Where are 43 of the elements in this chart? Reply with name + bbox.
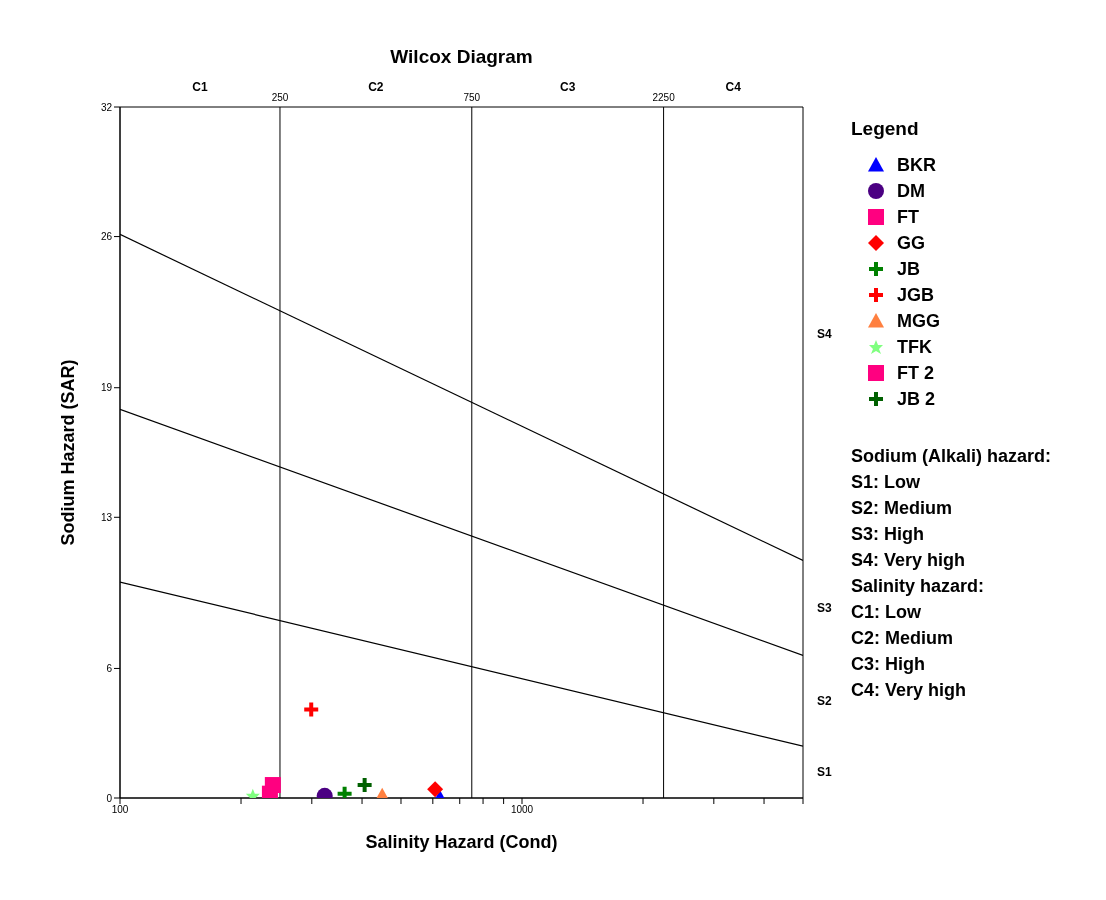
text: C1 — [192, 80, 208, 94]
legend-label: BKR — [897, 154, 936, 176]
y-tick-label: 26 — [100, 231, 113, 243]
legend-label: FT 2 — [897, 362, 935, 384]
text: Sodium (Alkali) hazard: — [851, 446, 1052, 468]
text: S2 — [817, 694, 832, 709]
chart-title: Wilcox Diagram — [389, 46, 534, 68]
text: S1: Low — [851, 472, 921, 494]
text: C2: Medium — [851, 628, 954, 650]
x-tick-label: 1000 — [510, 804, 534, 816]
legend-label: TFK — [897, 336, 932, 358]
text: C4: Very high — [851, 680, 968, 702]
ref-line-label: 2250 — [652, 92, 676, 103]
text: S2: Medium — [851, 498, 953, 520]
y-tick-label: 19 — [100, 382, 113, 394]
legend-label: MGG — [897, 310, 940, 332]
x-axis-title: Salinity Hazard (Cond) — [365, 832, 558, 852]
legend-title: Legend — [851, 118, 920, 140]
y-tick-label: 0 — [106, 792, 113, 804]
text: C3 — [560, 80, 576, 94]
ref-line-label: 250 — [271, 92, 289, 103]
y-axis-title: Sodium Hazard (SAR) — [58, 359, 79, 546]
ref-line-label: 750 — [463, 92, 481, 103]
text: S3: High — [851, 524, 925, 546]
legend-label: DM — [897, 180, 925, 202]
legend-label: JB — [897, 258, 921, 280]
legend-label: JB 2 — [897, 388, 936, 410]
text: C1: Low — [851, 602, 922, 624]
text: S4 — [817, 326, 832, 341]
legend-label: GG — [897, 232, 926, 254]
legend-label: FT — [897, 206, 919, 228]
y-tick-label: 32 — [100, 101, 113, 113]
text: S1 — [817, 765, 832, 780]
y-tick-label: 13 — [100, 511, 113, 523]
x-tick-label: 100 — [111, 804, 129, 816]
text: S3 — [817, 601, 832, 616]
text: C3: High — [851, 654, 926, 676]
legend-label: JGB — [897, 284, 935, 306]
y-tick-label: 6 — [106, 662, 113, 674]
text: S4: Very high — [851, 550, 967, 572]
text: C4 — [725, 80, 742, 94]
text: C2 — [368, 80, 384, 94]
text: Salinity hazard: — [851, 576, 986, 598]
